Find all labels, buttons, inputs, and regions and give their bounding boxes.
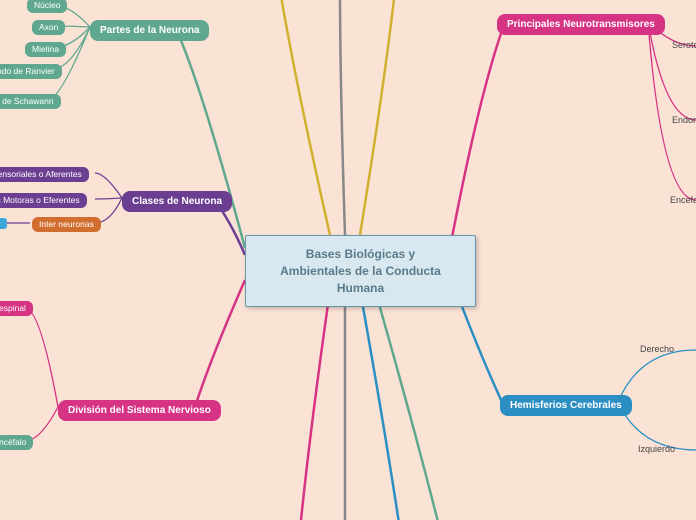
leaf-division-1[interactable]: ncéfalo [0, 435, 33, 450]
branch-division[interactable]: División del Sistema Nervioso [58, 400, 221, 421]
leaf-hemis-0[interactable]: Derecho [640, 344, 674, 354]
leaf-neurotrans-0[interactable]: Seroto [672, 40, 696, 50]
leaf-hemis-1[interactable]: Izquierdo [638, 444, 675, 454]
leaf-clases-1[interactable]: nas Motoras o Eferentes [0, 193, 87, 208]
leaf-partes-4[interactable]: a de Schawann [0, 94, 61, 109]
leaf-partes-3[interactable]: odo de Ranvier [0, 64, 62, 79]
branch-partes[interactable]: Partes de la Neurona [90, 20, 209, 41]
branch-neurotrans[interactable]: Principales Neurotransmisores [497, 14, 665, 35]
leaf-partes-2[interactable]: Mielina [25, 42, 66, 57]
leaf-clases-0[interactable]: Sensoriales o Aferentes [0, 167, 89, 182]
center-node[interactable]: Bases Biológicas yAmbientales de la Cond… [245, 235, 476, 307]
branch-hemis[interactable]: Hemisferios Cerebrales [500, 395, 632, 416]
small-box [0, 218, 7, 229]
leaf-partes-0[interactable]: Núcleo [27, 0, 67, 13]
leaf-division-0[interactable]: espinal [0, 301, 33, 316]
branch-clases[interactable]: Clases de Neurona [122, 191, 232, 212]
leaf-neurotrans-2[interactable]: Encefa [670, 195, 696, 205]
leaf-clases-2[interactable]: Inter neuronas [32, 217, 101, 232]
leaf-partes-1[interactable]: Axon [32, 20, 65, 35]
leaf-neurotrans-1[interactable]: Endor [672, 115, 696, 125]
